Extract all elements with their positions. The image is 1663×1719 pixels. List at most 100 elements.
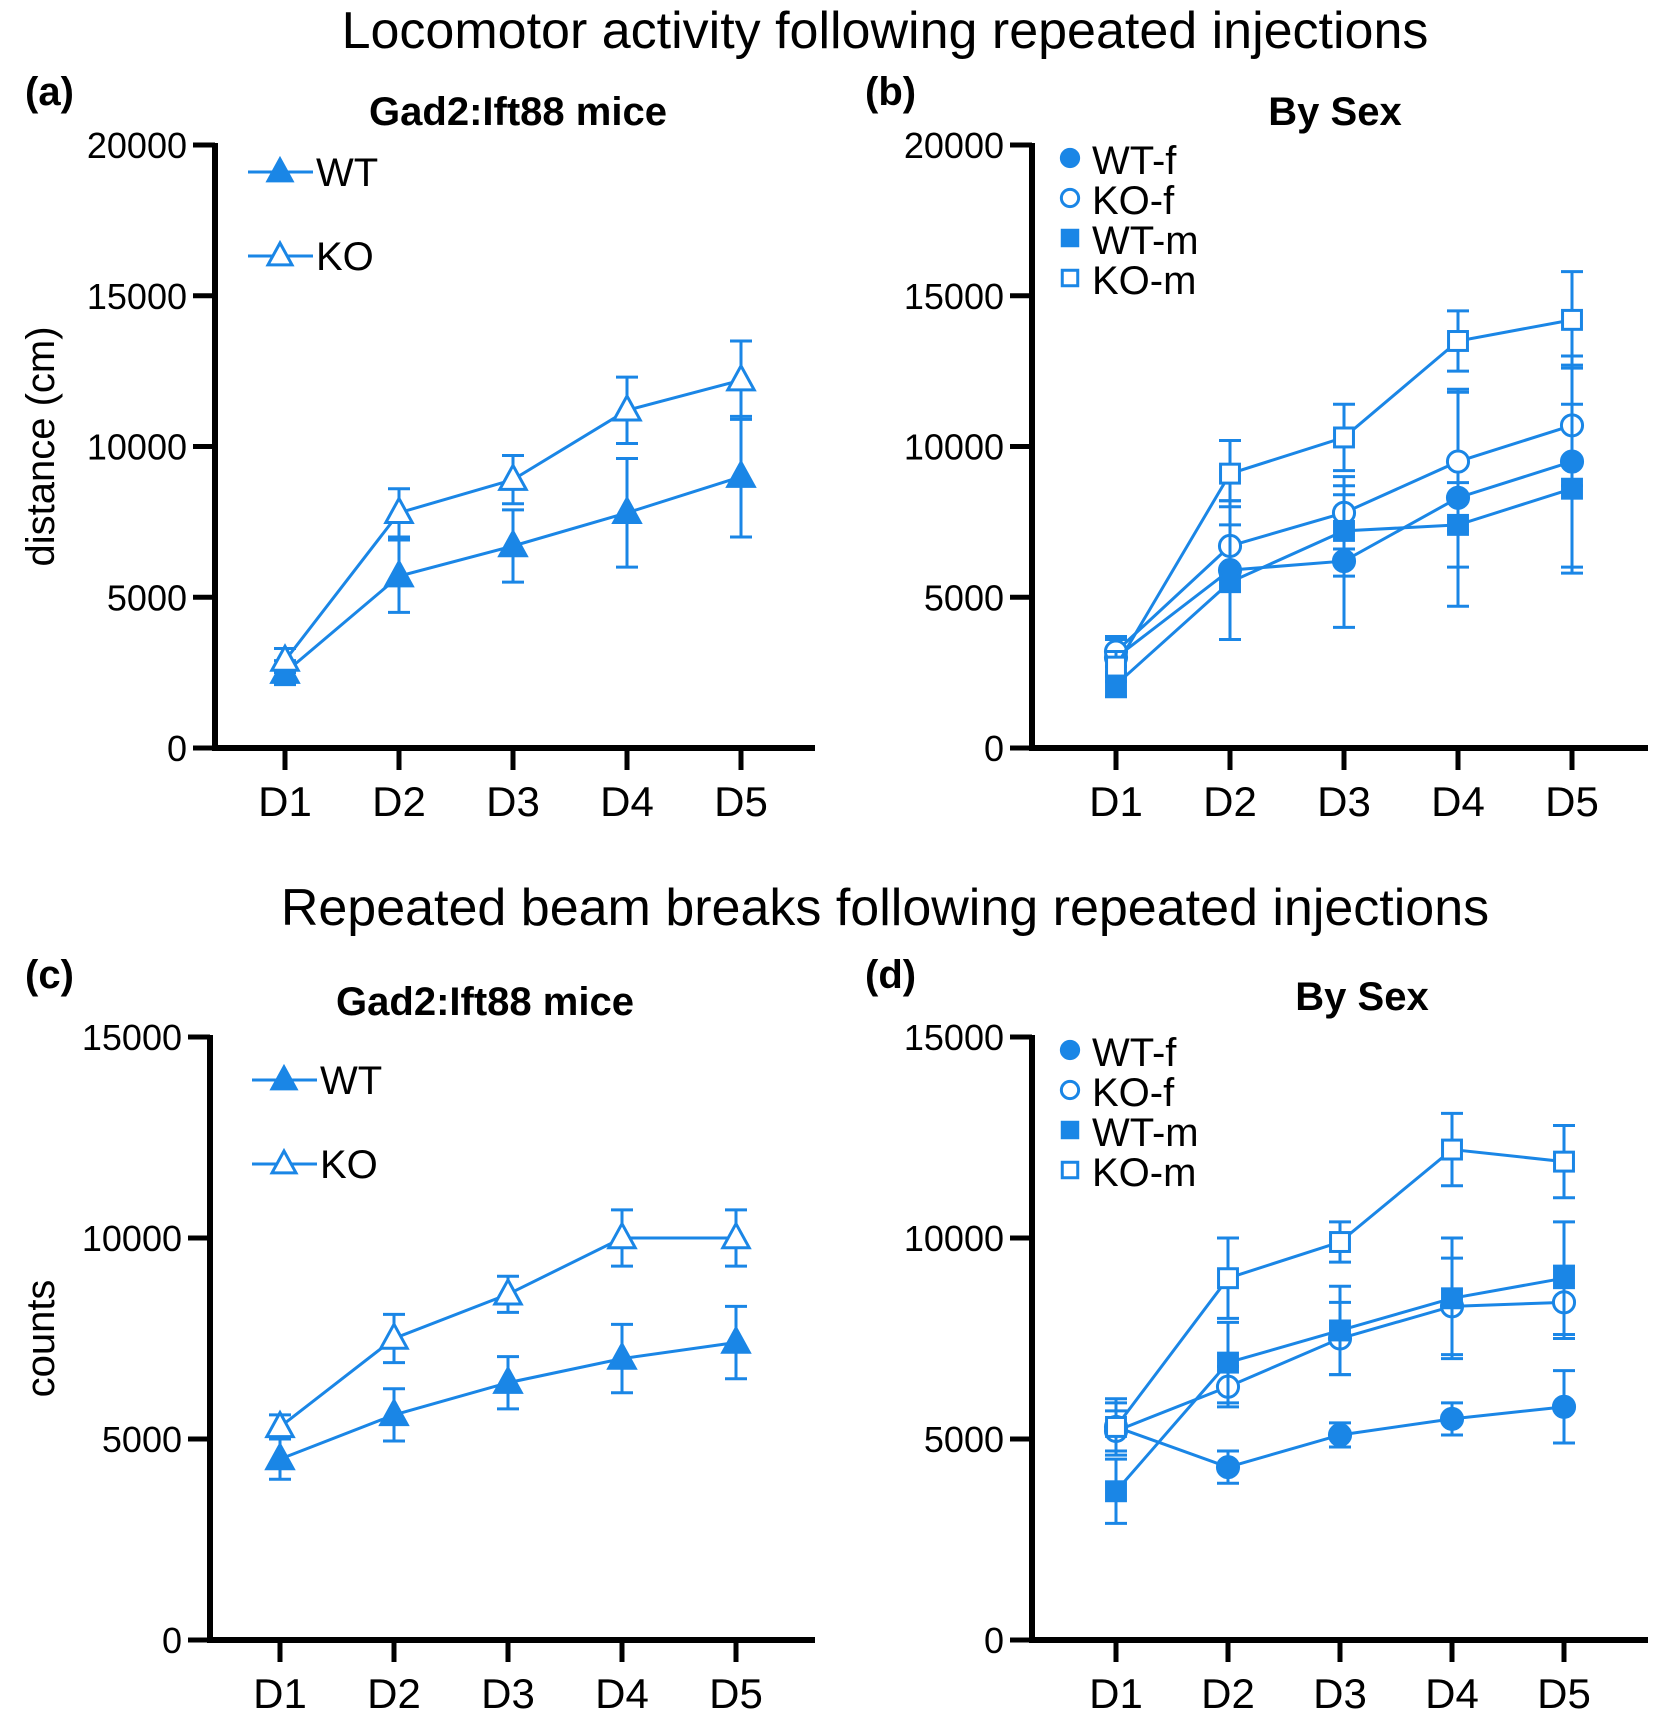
- legend-label: WT: [320, 1059, 382, 1103]
- data-point: [264, 1441, 296, 1471]
- legend-marker: [1060, 268, 1080, 288]
- panel-letter: (b): [865, 70, 916, 114]
- series-wt: [264, 1304, 752, 1481]
- legend-label: KO-f: [1092, 179, 1175, 223]
- data-point: [1553, 1150, 1575, 1173]
- y-tick-label: 0: [162, 1620, 182, 1661]
- series-ko: [264, 1208, 752, 1441]
- y-tick-label: 5000: [924, 577, 1004, 618]
- legend-marker: [265, 239, 295, 267]
- legend: WT-fKO-fWT-mKO-m: [1059, 1031, 1199, 1195]
- y-tick-label: 20000: [87, 125, 187, 166]
- y-tick-label: 5000: [107, 577, 187, 618]
- data-point: [1217, 1267, 1239, 1290]
- legend-label: KO-f: [1092, 1071, 1175, 1115]
- series-ko: [269, 339, 757, 675]
- legend-label: KO: [320, 1143, 378, 1187]
- legend: WT KO: [252, 1059, 382, 1187]
- x-tick-label: D4: [595, 1670, 649, 1717]
- data-point: [1219, 571, 1241, 594]
- panel-letter: (c): [25, 953, 74, 997]
- legend-label: WT-m: [1092, 1111, 1199, 1155]
- data-point: [378, 1321, 410, 1350]
- data-point: [492, 1365, 524, 1394]
- legend-label: WT-f: [1092, 1031, 1177, 1075]
- data-point: [497, 462, 529, 491]
- x-tick-label: D3: [1317, 778, 1371, 825]
- y-tick-label: 10000: [82, 1218, 182, 1259]
- legend-label: KO: [316, 235, 374, 279]
- series-wt-m: [1105, 402, 1583, 699]
- legend-marker: [1060, 228, 1080, 248]
- chart-panel-b: (b) By Sex 0 5000 10000 15000 20000 D1 D2 D3 D4 D5 W…: [865, 70, 1648, 825]
- series-wt: [269, 414, 757, 687]
- y-tick-label: 20000: [904, 125, 1004, 166]
- data-point: [1217, 1351, 1239, 1374]
- data-point: [383, 495, 415, 525]
- data-point: [1561, 477, 1583, 500]
- panel-letter: (d): [865, 953, 916, 997]
- legend-marker: [1060, 1160, 1080, 1180]
- data-point: [720, 1325, 752, 1354]
- y-tick-label: 15000: [904, 276, 1004, 317]
- legend-label: WT: [316, 151, 378, 195]
- y-tick-label: 5000: [924, 1419, 1004, 1460]
- legend-marker: [1059, 147, 1081, 169]
- x-tick-label: D3: [1313, 1670, 1367, 1717]
- data-point: [1329, 1231, 1351, 1253]
- data-point: [1445, 449, 1471, 474]
- data-point: [1553, 1267, 1575, 1290]
- x-tick-label: D2: [1201, 1670, 1255, 1717]
- legend-marker: [1059, 1079, 1081, 1101]
- section-title-locomotor: Locomotor activity following repeated in…: [342, 2, 1429, 60]
- x-tick-label: D4: [600, 778, 654, 825]
- legend-marker: [1060, 1120, 1080, 1140]
- panel-title: By Sex: [1295, 975, 1428, 1019]
- data-point: [1333, 519, 1355, 542]
- legend-marker: [269, 1063, 299, 1091]
- x-tick-label: D2: [367, 1670, 421, 1717]
- y-tick-label: 0: [167, 728, 187, 769]
- panel-title: Gad2:Ift88 mice: [336, 980, 634, 1024]
- series-ko-m: [1105, 1111, 1575, 1453]
- data-point: [725, 459, 757, 488]
- series-wt-f: [1103, 1369, 1577, 1485]
- y-tick-label: 15000: [82, 1017, 182, 1058]
- chart-panel-a: (a) Gad2:Ift88 mice 0 5000 10000 15000 20000 D1…: [19, 70, 815, 825]
- x-tick-label: D4: [1425, 1670, 1479, 1717]
- data-point: [269, 643, 301, 672]
- x-tick-label: D1: [1089, 778, 1143, 825]
- data-point: [1441, 1138, 1463, 1161]
- panels-container: (a) Gad2:Ift88 mice 0 5000 10000 15000 20000 D1…: [19, 70, 1648, 1717]
- data-point: [1551, 1394, 1577, 1419]
- y-tick-label: 0: [984, 1620, 1004, 1661]
- data-point: [1329, 1319, 1351, 1342]
- data-point: [611, 392, 643, 422]
- legend-marker: [1059, 187, 1081, 209]
- data-point: [492, 1276, 524, 1306]
- y-tick-label: 5000: [102, 1419, 182, 1460]
- legend-label: KO-m: [1092, 1151, 1196, 1195]
- x-tick-label: D1: [253, 1670, 307, 1717]
- legend: WT-fKO-fWT-mKO-m: [1059, 139, 1199, 303]
- data-point: [606, 1341, 638, 1370]
- data-point: [1327, 1422, 1353, 1448]
- data-point: [1105, 1415, 1127, 1438]
- y-axis-title: counts: [19, 1280, 63, 1398]
- data-point: [720, 1220, 752, 1250]
- x-tick-label: D1: [258, 778, 312, 825]
- data-point: [725, 362, 757, 392]
- series-ko-m: [1105, 270, 1583, 684]
- data-point: [1219, 462, 1241, 485]
- section-title-beam-breaks: Repeated beam breaks following repeated …: [281, 879, 1489, 937]
- data-point: [1333, 426, 1355, 449]
- y-tick-label: 15000: [87, 276, 187, 317]
- legend-label: WT-m: [1092, 219, 1199, 263]
- series-wt-m: [1105, 1220, 1575, 1525]
- data-point: [1439, 1406, 1465, 1431]
- legend-label: KO-m: [1092, 259, 1196, 303]
- x-tick-label: D5: [1545, 778, 1599, 825]
- x-tick-label: D4: [1431, 778, 1485, 825]
- x-tick-label: D5: [1537, 1670, 1591, 1717]
- data-point: [1105, 1480, 1127, 1503]
